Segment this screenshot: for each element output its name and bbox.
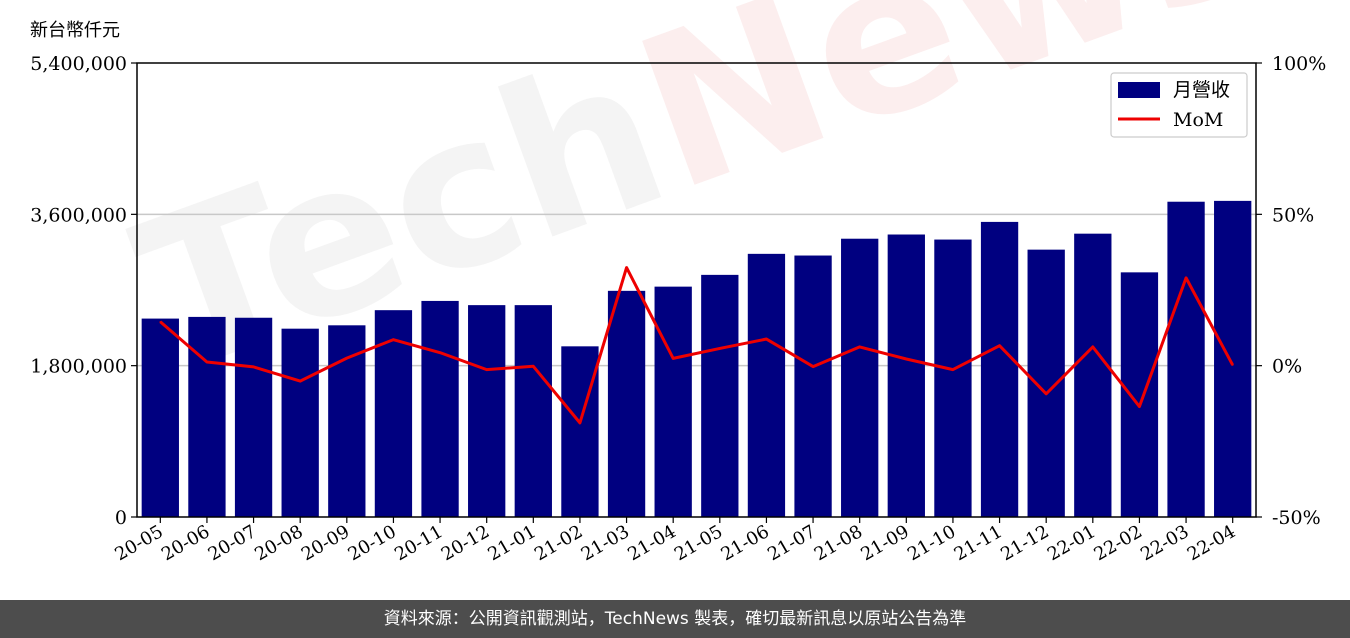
mom-point-21-03 xyxy=(625,266,628,269)
x-tick-label-22-02: 22-02 xyxy=(1090,521,1145,565)
x-tick-label-21-04: 21-04 xyxy=(624,521,679,565)
x-tick-label-21-02: 21-02 xyxy=(531,521,586,565)
mom-point-21-09 xyxy=(905,358,908,360)
x-tick-label-21-12: 21-12 xyxy=(997,521,1052,565)
mom-point-21-11 xyxy=(998,344,1001,347)
revenue-bar-21-12 xyxy=(1027,249,1065,517)
revenue-bar-21-06 xyxy=(747,253,786,517)
left-tick-label-3: 5,400,000 xyxy=(30,53,127,75)
x-tick-label-20-09: 20-09 xyxy=(298,521,353,565)
left-tick-label-0: 0 xyxy=(115,507,127,529)
right-tick-label-1: 0% xyxy=(1272,356,1302,378)
revenue-bar-21-03 xyxy=(607,290,646,517)
x-tick-label-21-06: 21-06 xyxy=(717,521,772,565)
x-tick-label-21-01: 21-01 xyxy=(484,521,539,565)
mom-point-22-04 xyxy=(1231,364,1234,366)
mom-point-20-07 xyxy=(252,366,255,368)
mom-point-21-06 xyxy=(765,338,768,340)
mom-point-20-10 xyxy=(392,338,395,341)
x-tick-label-22-03: 22-03 xyxy=(1137,521,1192,565)
mom-point-20-08 xyxy=(299,380,301,382)
x-tick-label-20-07: 20-07 xyxy=(205,521,260,565)
right-tick-label-3: 100% xyxy=(1272,53,1326,75)
mom-point-22-02 xyxy=(1138,405,1141,408)
revenue-bar-20-05 xyxy=(141,318,179,517)
revenue-bar-20-06 xyxy=(188,316,226,517)
x-tick-label-21-05: 21-05 xyxy=(671,521,726,565)
revenue-bar-20-12 xyxy=(468,305,506,517)
revenue-bar-22-02 xyxy=(1120,272,1159,517)
plot-frame xyxy=(136,62,1257,518)
x-tick-label-21-08: 21-08 xyxy=(811,521,866,565)
left-tick-label-2: 3,600,000 xyxy=(30,204,127,226)
revenue-bar-21-09 xyxy=(887,234,925,517)
x-tick-label-22-04: 22-04 xyxy=(1184,521,1239,565)
revenue-chart: 0 1,800,000 3,600,000 5,400,000 -50% 0% 50% 100… xyxy=(30,53,1326,565)
right-tick-label-0: -50% xyxy=(1272,507,1321,529)
x-tick-label-20-06: 20-06 xyxy=(158,521,213,565)
mom-point-20-06 xyxy=(206,361,208,363)
x-tick-label-21-03: 21-03 xyxy=(578,521,633,565)
revenue-bar-22-04 xyxy=(1214,200,1252,518)
x-tick-label-22-01: 22-01 xyxy=(1044,521,1099,565)
revenue-bar-21-04 xyxy=(654,286,692,517)
x-tick-label-21-07: 21-07 xyxy=(764,521,819,565)
revenue-bar-21-01 xyxy=(514,305,552,517)
revenue-bar-21-08 xyxy=(841,238,879,517)
revenue-bar-21-02 xyxy=(561,346,599,517)
revenue-bar-21-07 xyxy=(794,255,832,517)
revenue-bar-22-03 xyxy=(1167,201,1205,517)
legend-label-revenue: 月營收 xyxy=(1173,79,1230,101)
source-footer: 資料來源：公開資訊觀測站，TechNews 製表，確切最新訊息以原站公告為準 xyxy=(0,600,1350,638)
mom-point-21-12 xyxy=(1045,393,1047,395)
mom-point-21-08 xyxy=(858,346,861,348)
x-tick-label-21-09: 21-09 xyxy=(857,521,912,565)
revenue-bar-20-08 xyxy=(281,328,319,517)
x-tick-label-20-12: 20-12 xyxy=(438,521,493,565)
mom-point-21-10 xyxy=(952,368,954,371)
mom-point-20-12 xyxy=(485,368,488,371)
mom-point-22-03 xyxy=(1185,277,1187,279)
left-tick-label-1: 1,800,000 xyxy=(30,356,127,378)
mom-point-22-01 xyxy=(1092,346,1094,348)
revenue-bar-21-10 xyxy=(934,239,972,518)
revenue-bar-22-01 xyxy=(1074,233,1112,518)
mom-point-20-11 xyxy=(439,351,441,354)
x-tick-label-20-11: 20-11 xyxy=(391,521,446,565)
legend-swatch-revenue xyxy=(1118,82,1160,98)
right-tick-label-2: 50% xyxy=(1272,204,1314,226)
y-axis-unit-label: 新台幣仟元 xyxy=(30,20,120,41)
x-tick-label-20-08: 20-08 xyxy=(251,521,306,565)
revenue-bar-21-05 xyxy=(701,274,739,517)
mom-point-20-05 xyxy=(159,320,162,323)
x-tick-label-21-10: 21-10 xyxy=(904,521,959,565)
revenue-bar-20-11 xyxy=(421,300,459,517)
mom-point-21-05 xyxy=(719,347,721,350)
legend-label-mom: MoM xyxy=(1173,109,1223,131)
revenue-bar-21-11 xyxy=(980,221,1019,517)
revenue-bar-20-07 xyxy=(234,317,273,517)
x-tick-label-21-11: 21-11 xyxy=(951,521,1006,565)
mom-point-21-02 xyxy=(579,422,581,424)
mom-line xyxy=(159,266,1235,425)
mom-point-21-07 xyxy=(812,365,814,368)
mom-point-21-04 xyxy=(672,357,674,360)
mom-point-21-01 xyxy=(532,365,535,368)
mom-point-20-09 xyxy=(346,357,348,359)
x-tick-label-20-10: 20-10 xyxy=(344,521,399,565)
